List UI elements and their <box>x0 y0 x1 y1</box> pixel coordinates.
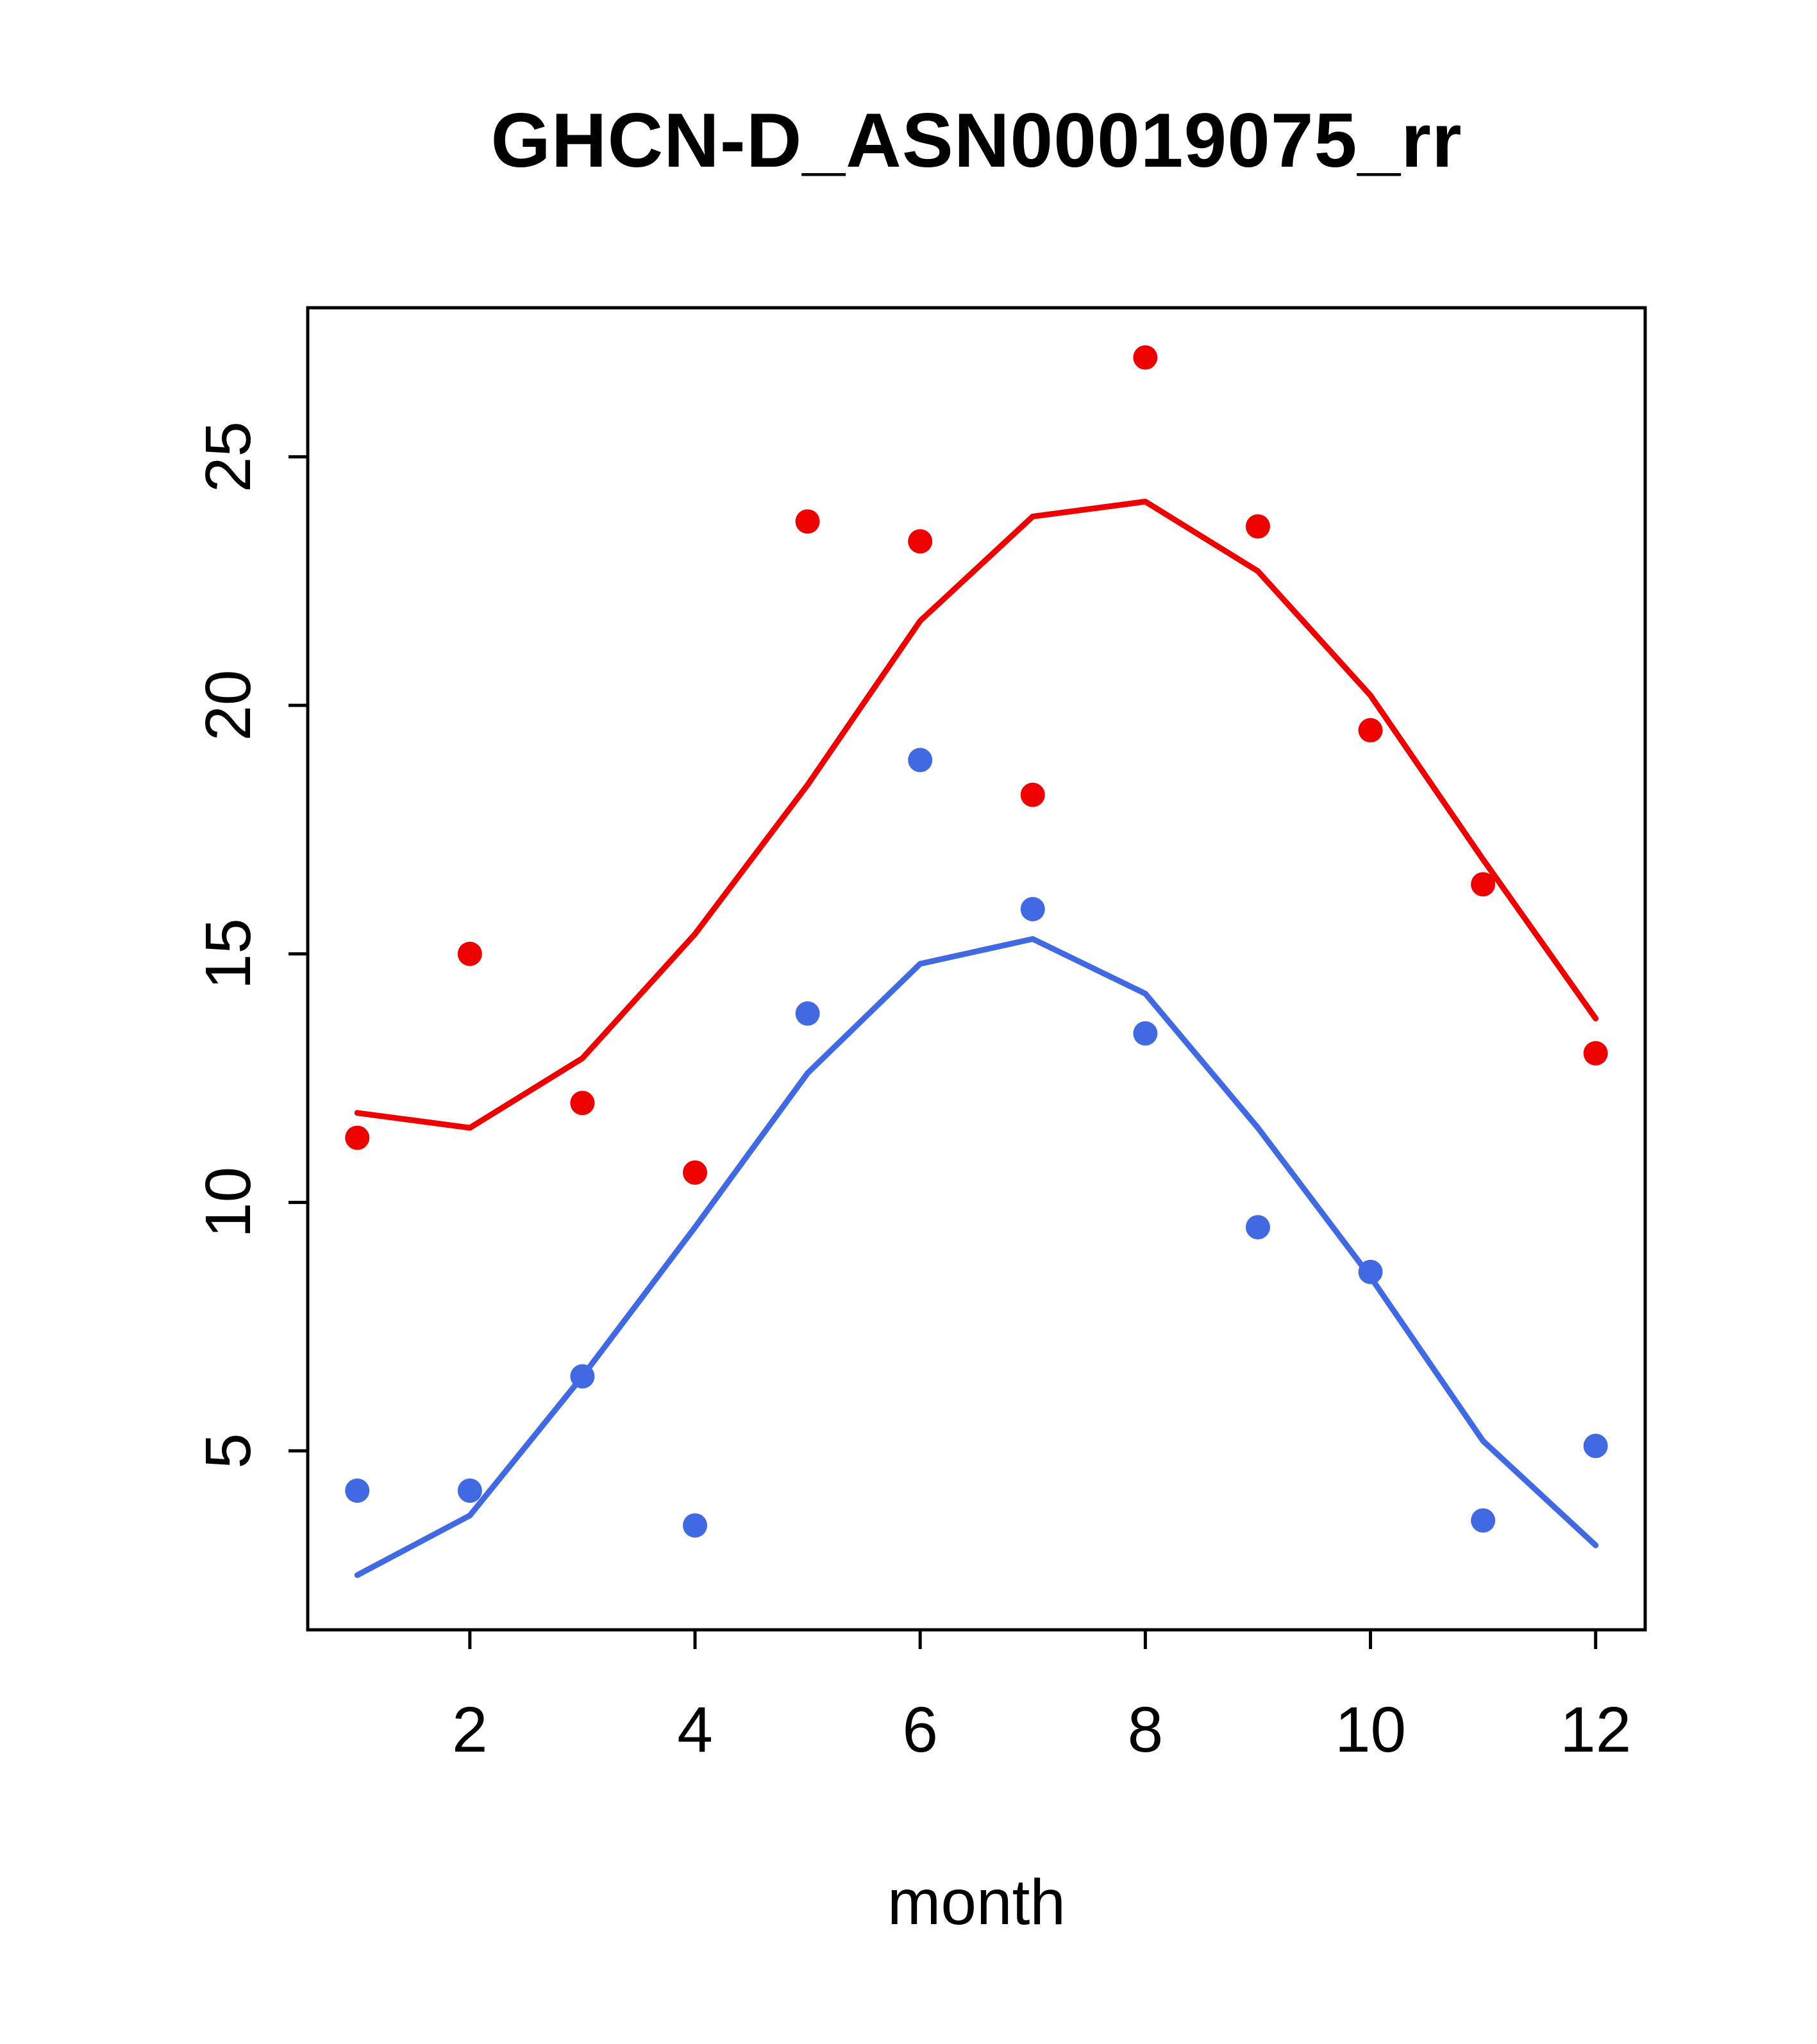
blue-monthly-points-point <box>457 1478 482 1503</box>
red-monthly-points-point <box>570 1091 595 1116</box>
red-monthly-points-point <box>1583 1041 1608 1066</box>
chart-title: GHCN-D_ASN00019075_rr <box>490 97 1462 183</box>
blue-monthly-points-point <box>1471 1508 1496 1533</box>
red-monthly-points-point <box>683 1160 708 1185</box>
x-tick-label: 10 <box>1335 1694 1406 1766</box>
y-tick-label: 20 <box>192 670 264 741</box>
blue-monthly-points-point <box>1358 1259 1383 1284</box>
blue-monthly-points-point <box>1583 1434 1608 1459</box>
blue-monthly-points-point <box>908 748 933 773</box>
red-monthly-points-point <box>345 1125 370 1150</box>
x-axis-label: month <box>887 1866 1066 1938</box>
x-tick-label: 2 <box>452 1694 488 1766</box>
red-monthly-points-point <box>795 509 820 534</box>
red-monthly-points-point <box>908 529 933 554</box>
red-smooth-line <box>354 498 1599 1131</box>
blue-monthly-points-point <box>1020 896 1045 921</box>
x-tick-label: 6 <box>902 1694 938 1766</box>
blue-monthly-points-point <box>1133 1021 1158 1046</box>
plot-border <box>306 306 1647 1632</box>
blue-monthly-points-point <box>795 1001 820 1026</box>
y-tick-label: 5 <box>192 1433 264 1469</box>
y-tick-label: 25 <box>192 421 264 492</box>
blue-monthly-points-point <box>570 1364 595 1389</box>
red-monthly-points-point <box>1358 717 1383 742</box>
blue-monthly-points-point <box>683 1513 708 1538</box>
blue-monthly-points-point <box>1245 1215 1270 1240</box>
x-tick-label: 12 <box>1560 1694 1631 1766</box>
red-monthly-points-point <box>457 941 482 966</box>
x-tick-label: 4 <box>677 1694 713 1766</box>
blue-smooth-line <box>354 935 1599 1579</box>
x-tick-label: 8 <box>1128 1694 1164 1766</box>
blue-monthly-points-point <box>345 1478 370 1503</box>
y-tick-label: 15 <box>192 918 264 989</box>
red-monthly-points-point <box>1245 514 1270 539</box>
y-tick-label: 10 <box>192 1167 264 1238</box>
red-monthly-points-point <box>1133 345 1158 370</box>
red-monthly-points-point <box>1020 782 1045 807</box>
red-monthly-points-point <box>1471 872 1496 897</box>
